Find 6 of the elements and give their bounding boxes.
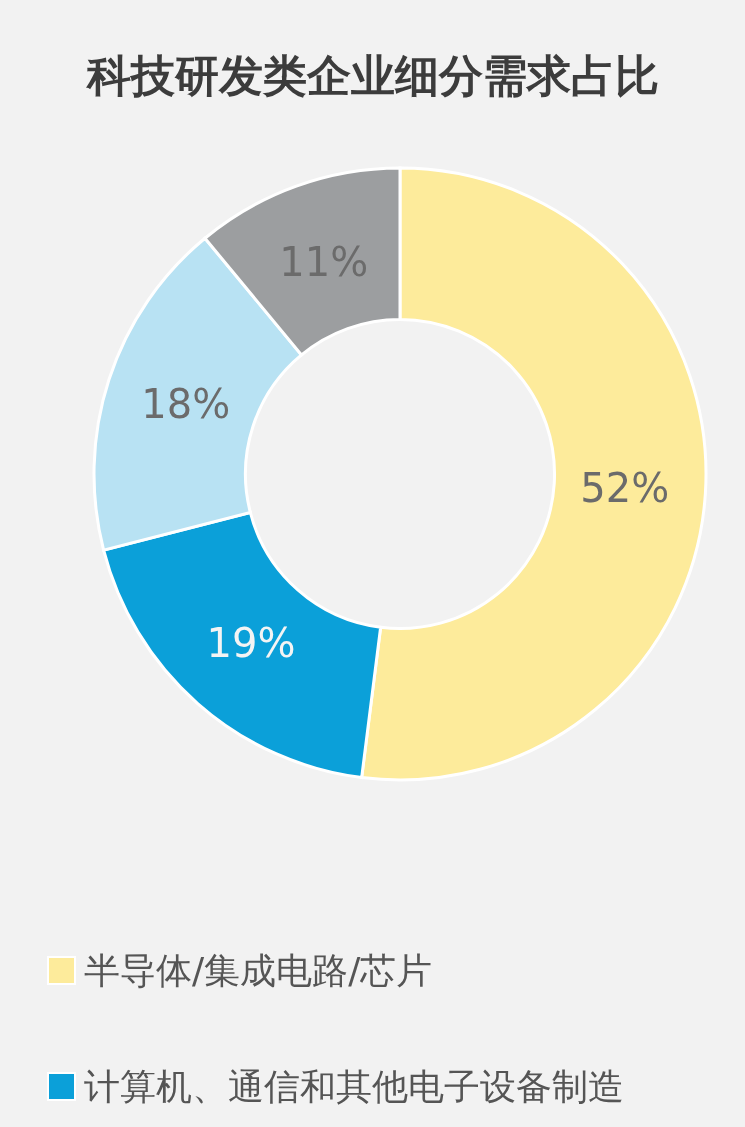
data-label: 52% (580, 465, 670, 512)
data-label: 19% (206, 619, 296, 666)
chart-title: 科技研发类企业细分需求占比 (85, 49, 659, 101)
data-label: 18% (141, 381, 231, 428)
legend-label: 半导体/集成电路/芯片 (84, 949, 433, 991)
legend-label: 计算机、通信和其他电子设备制造 (84, 1065, 624, 1107)
